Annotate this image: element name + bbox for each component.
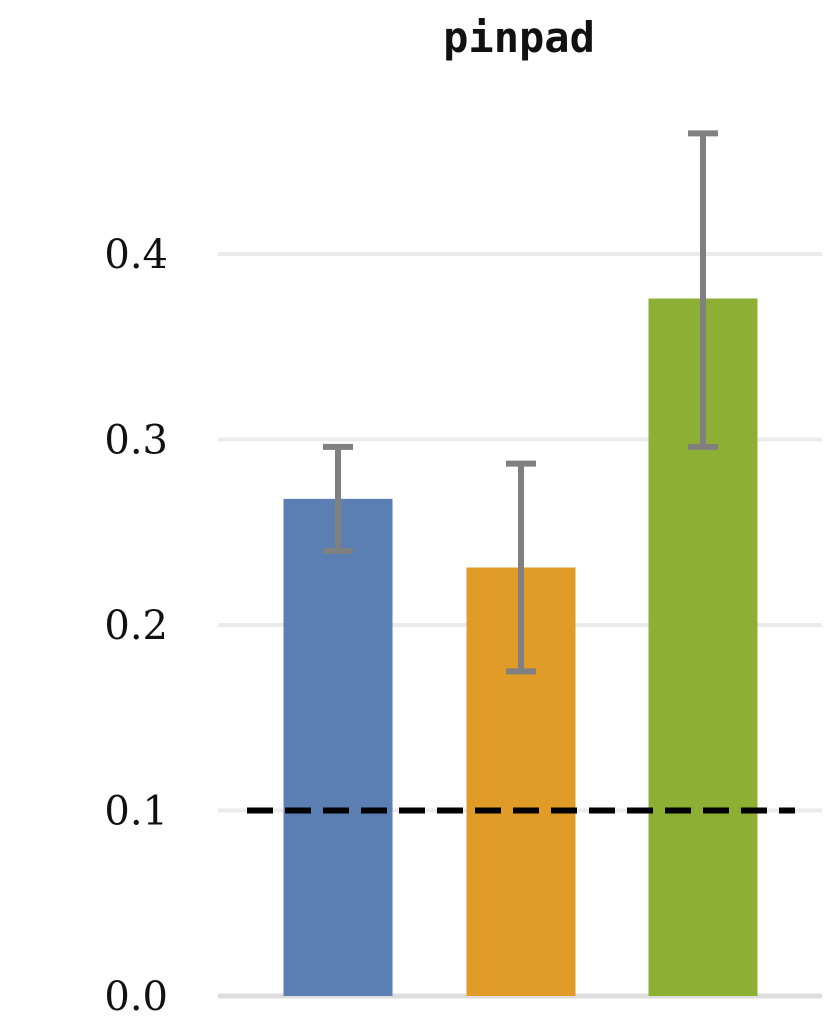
y-tick-label: 0.4 xyxy=(104,232,168,278)
bar xyxy=(283,498,393,996)
chart-title: pinpad xyxy=(443,13,595,62)
y-axis-tick-labels: 0.0 0.1 0.2 0.3 0.4 xyxy=(104,232,168,1020)
bars xyxy=(283,298,758,996)
y-tick-label: 0.3 xyxy=(104,418,168,464)
y-tick-label: 0.1 xyxy=(104,789,168,835)
y-tick-label: 0.2 xyxy=(104,603,168,649)
error-bars xyxy=(323,130,718,675)
y-tick-label: 0.0 xyxy=(104,974,168,1020)
